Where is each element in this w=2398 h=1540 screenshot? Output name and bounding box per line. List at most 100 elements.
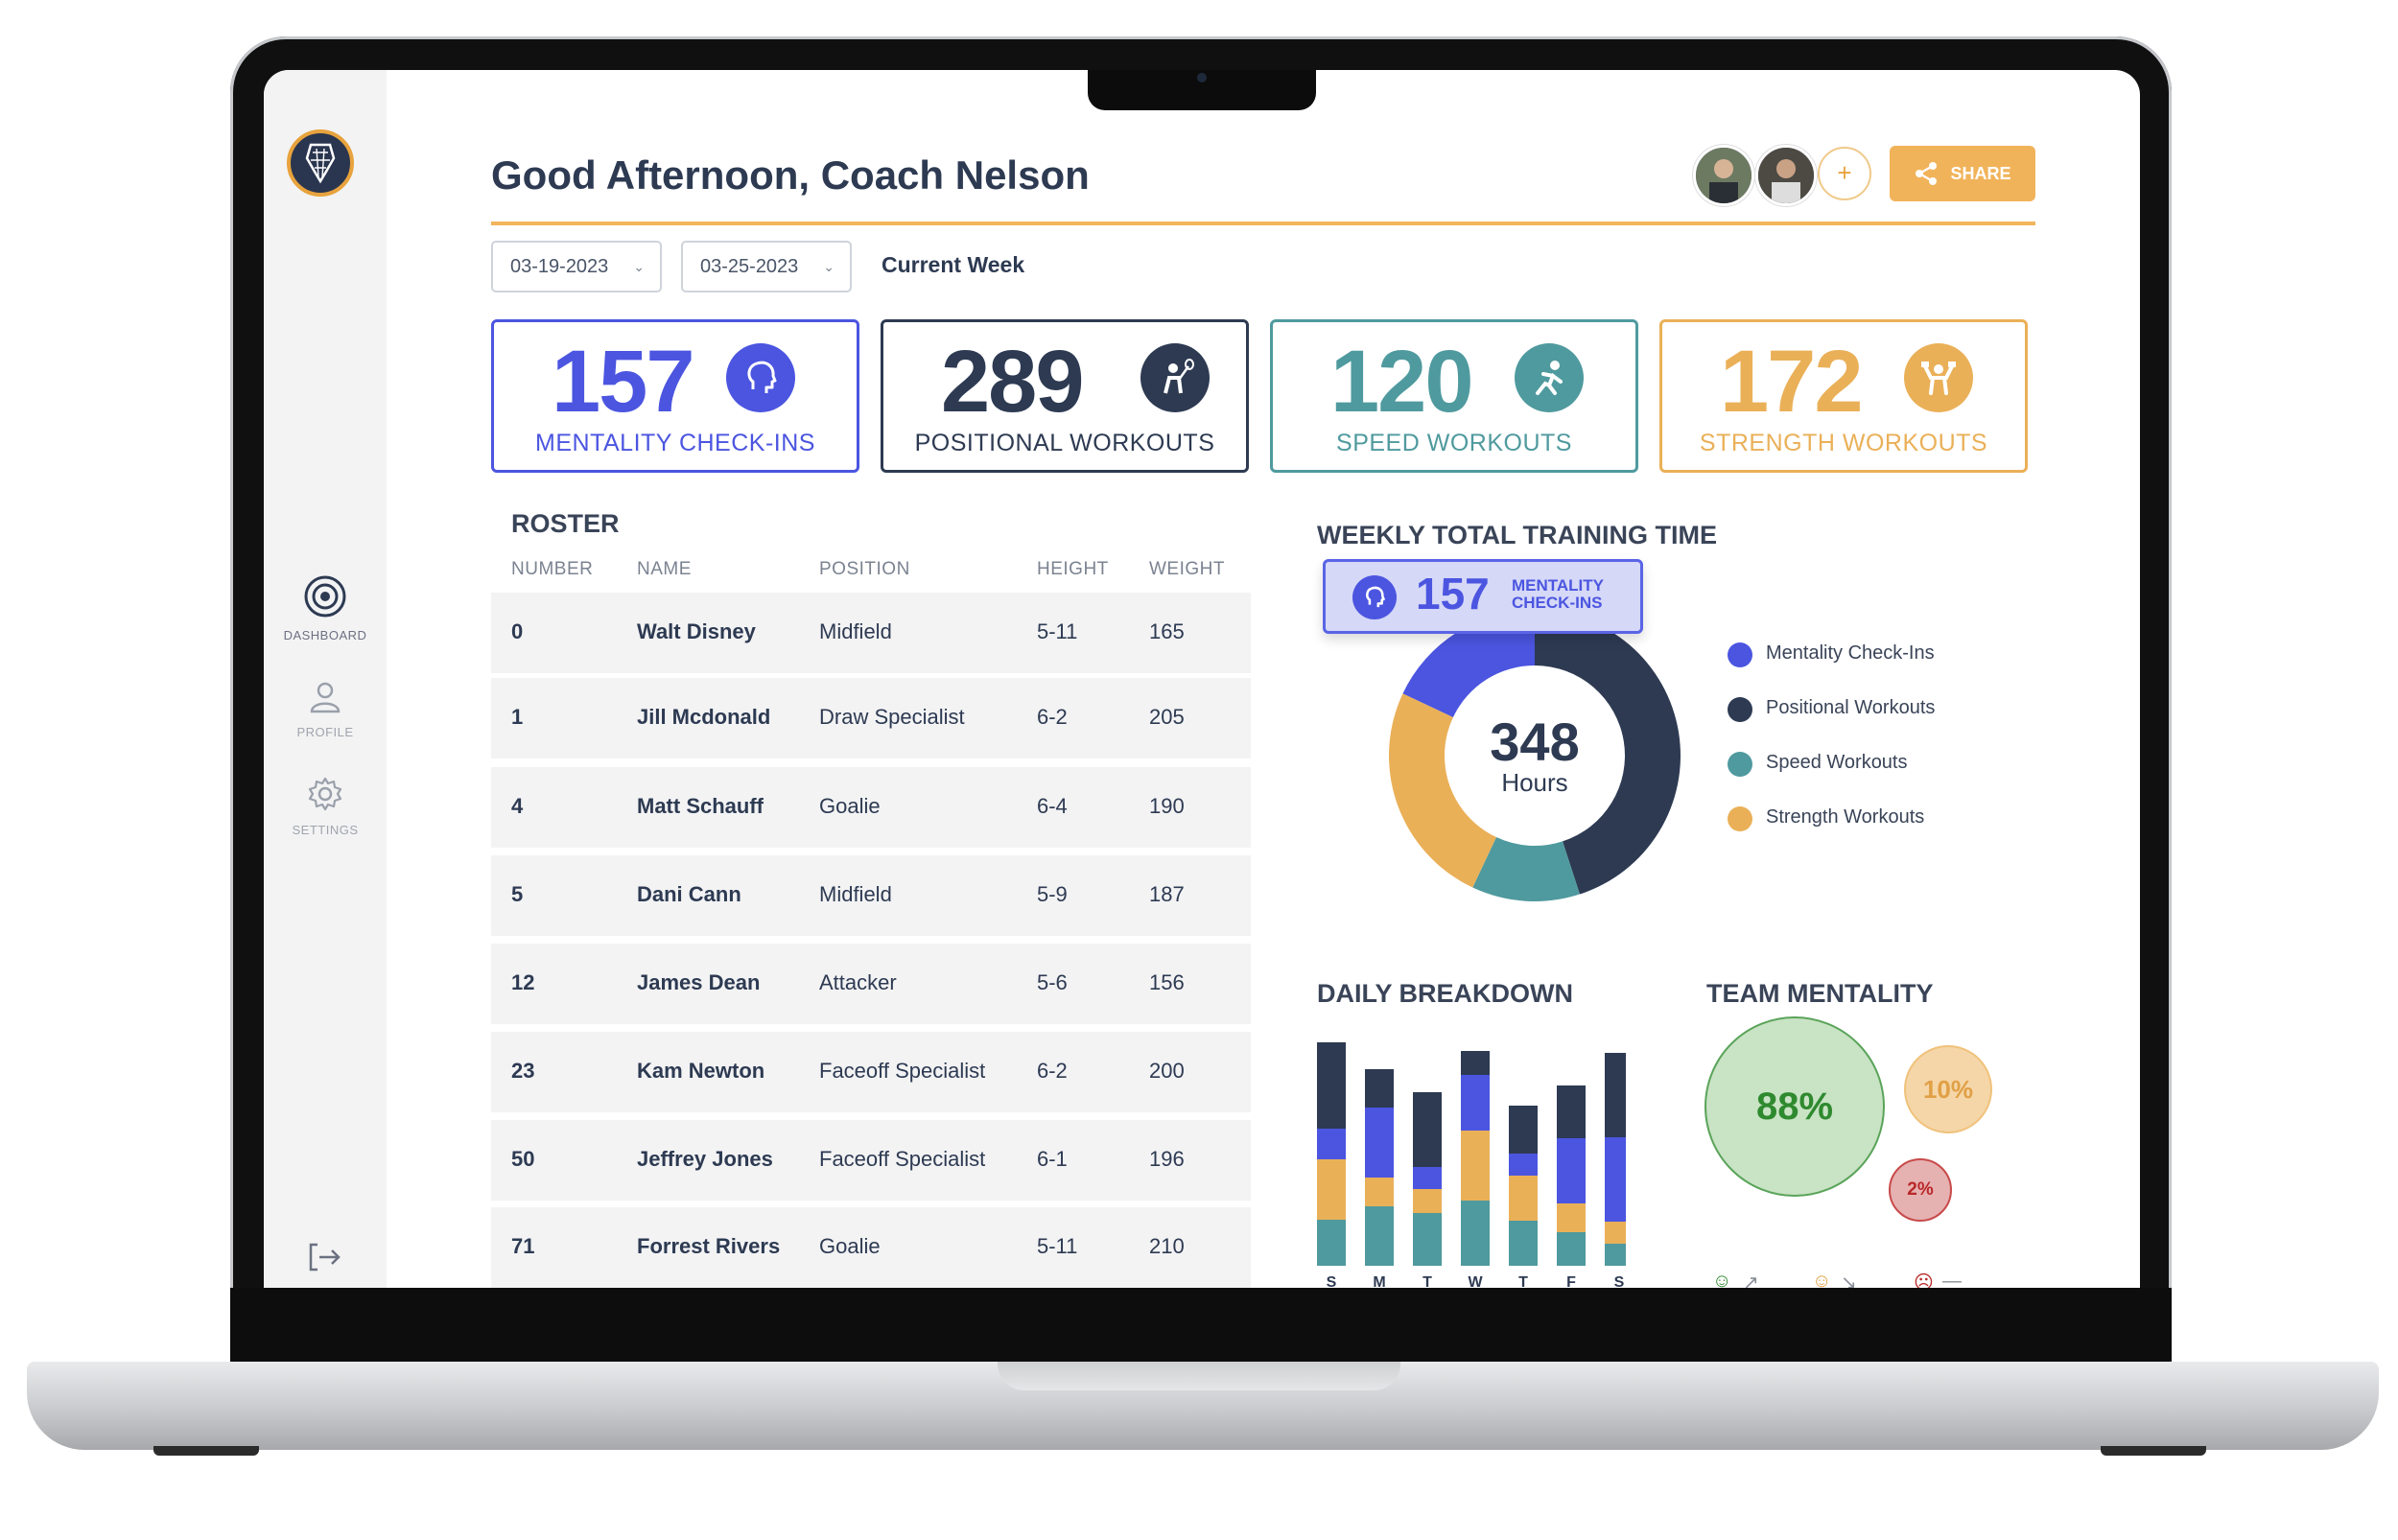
mentality-bubble-positive[interactable]: 88% <box>1704 1016 1885 1197</box>
daily-chart-title: DAILY BREAKDOWN <box>1317 979 1574 1008</box>
table-row[interactable]: 12 James Dean Attacker 5-6 156 <box>491 944 1251 1024</box>
bar-segment-mentality-check-ins[interactable] <box>1509 1154 1538 1176</box>
stat-label: SPEED WORKOUTS <box>1336 430 1572 456</box>
bar-segment-positional-workouts[interactable] <box>1461 1051 1490 1075</box>
sidebar-item-dashboard[interactable]: DASHBOARD <box>264 575 387 642</box>
table-cell-position: Faceoff Specialist <box>819 1059 986 1083</box>
table-cell-name: Jeffrey Jones <box>637 1147 773 1171</box>
bar-segment-speed-workouts[interactable] <box>1557 1232 1586 1266</box>
bar-segment-positional-workouts[interactable] <box>1605 1053 1626 1137</box>
bar-segment-mentality-check-ins[interactable] <box>1557 1138 1586 1203</box>
column-header-position[interactable]: POSITION <box>819 559 910 579</box>
table-cell-number: 1 <box>511 705 524 729</box>
bar-segment-positional-workouts[interactable] <box>1557 1085 1586 1138</box>
weightlifter-icon <box>1728 806 1752 831</box>
table-cell-position: Attacker <box>819 970 897 994</box>
gear-icon <box>308 777 342 811</box>
tooltip-label-line: CHECK-INS <box>1512 594 1603 612</box>
roster-title: ROSTER <box>511 509 620 538</box>
column-header-height[interactable]: HEIGHT <box>1037 559 1109 579</box>
table-cell-weight: 196 <box>1149 1147 1185 1171</box>
table-row[interactable]: 0 Walt Disney Midfield 5-11 165 <box>491 593 1251 673</box>
bar-segment-speed-workouts[interactable] <box>1509 1221 1538 1266</box>
bar-segment-positional-workouts[interactable] <box>1413 1092 1442 1167</box>
bar-segment-strength-workouts[interactable] <box>1461 1131 1490 1201</box>
stat-card-speed[interactable]: 120 SPEED WORKOUTS <box>1270 319 1638 473</box>
table-row[interactable]: 4 Matt Schauff Goalie 6-4 190 <box>491 767 1251 848</box>
bar-segment-positional-workouts[interactable] <box>1317 1042 1346 1129</box>
table-cell-position: Midfield <box>819 619 892 643</box>
bar-segment-speed-workouts[interactable] <box>1461 1201 1490 1266</box>
stat-card-mentality[interactable]: 157 MENTALITY CHECK-INS <box>491 319 859 473</box>
app-logo[interactable] <box>287 129 354 197</box>
donut-slice-strength-workouts[interactable] <box>1389 693 1496 888</box>
start-date-select[interactable]: 03-19-2023 ⌄ <box>491 241 662 292</box>
table-cell-name: Kam Newton <box>637 1059 765 1083</box>
chevron-down-icon: ⌄ <box>823 259 835 274</box>
bar-segment-positional-workouts[interactable] <box>1365 1069 1394 1108</box>
head-icon <box>1728 642 1752 667</box>
stat-value: 289 <box>941 333 1084 431</box>
share-button[interactable]: SHARE <box>1890 146 2035 201</box>
mentality-bubble-negative[interactable]: 2% <box>1889 1158 1952 1222</box>
bar-segment-strength-workouts[interactable] <box>1365 1178 1394 1206</box>
bar-segment-strength-workouts[interactable] <box>1509 1176 1538 1221</box>
donut-tooltip: 157 MENTALITY CHECK-INS <box>1323 559 1643 634</box>
table-cell-weight: 200 <box>1149 1059 1185 1083</box>
x-tick-label: F <box>1566 1274 1576 1288</box>
avatar[interactable] <box>1693 145 1754 206</box>
donut-slice-positional-workouts[interactable] <box>1535 610 1681 895</box>
trend-up-icon: ↗ <box>1743 1272 1759 1288</box>
table-cell-number: 50 <box>511 1147 535 1171</box>
app-screen: DASHBOARD PROFILE SETTINGS Good Afternoo… <box>264 70 2140 1288</box>
donut-unit: Hours <box>1501 768 1568 797</box>
bar-segment-strength-workouts[interactable] <box>1557 1203 1586 1232</box>
happy-face-icon: ☺ <box>1712 1271 1732 1288</box>
table-cell-height: 6-1 <box>1037 1147 1068 1171</box>
column-header-weight[interactable]: WEIGHT <box>1149 559 1225 579</box>
stat-card-positional[interactable]: 289 POSITIONAL WORKOUTS <box>881 319 1249 473</box>
donut-slice-mentality-check-ins[interactable] <box>1402 610 1535 717</box>
table-cell-name: Matt Schauff <box>637 794 764 818</box>
bar-segment-speed-workouts[interactable] <box>1317 1220 1346 1266</box>
column-header-number[interactable]: NUMBER <box>511 559 594 579</box>
table-cell-position: Midfield <box>819 882 892 906</box>
end-date-select[interactable]: 03-25-2023 ⌄ <box>681 241 852 292</box>
table-cell-name: Walt Disney <box>637 619 756 643</box>
dashboard-icon <box>304 575 346 618</box>
add-member-button[interactable]: + <box>1818 147 1871 200</box>
column-header-name[interactable]: NAME <box>637 559 692 579</box>
table-cell-number: 23 <box>511 1059 535 1083</box>
mentality-bubble-neutral[interactable]: 10% <box>1904 1045 1992 1133</box>
table-row[interactable]: 23 Kam Newton Faceoff Specialist 6-2 200 <box>491 1032 1251 1112</box>
head-icon <box>1352 575 1397 619</box>
bar-segment-mentality-check-ins[interactable] <box>1413 1167 1442 1189</box>
bar-segment-mentality-check-ins[interactable] <box>1605 1137 1626 1222</box>
sidebar-item-profile[interactable]: PROFILE <box>264 680 387 739</box>
bar-segment-strength-workouts[interactable] <box>1605 1222 1626 1244</box>
stat-value: 172 <box>1720 333 1863 431</box>
sidebar-item-settings[interactable]: SETTINGS <box>264 776 387 837</box>
bar-segment-positional-workouts[interactable] <box>1509 1106 1538 1154</box>
bar-segment-strength-workouts[interactable] <box>1317 1159 1346 1220</box>
table-row[interactable]: 5 Dani Cann Midfield 5-9 187 <box>491 855 1251 936</box>
table-row[interactable]: 71 Forrest Rivers Goalie 5-11 210 <box>491 1207 1251 1288</box>
table-cell-name: Dani Cann <box>637 882 741 906</box>
bar-segment-strength-workouts[interactable] <box>1413 1189 1442 1213</box>
tooltip-value: 157 <box>1416 569 1490 618</box>
bar-segment-mentality-check-ins[interactable] <box>1365 1108 1394 1178</box>
bar-segment-speed-workouts[interactable] <box>1605 1244 1626 1266</box>
bar-segment-speed-workouts[interactable] <box>1365 1206 1394 1266</box>
bar-segment-speed-workouts[interactable] <box>1413 1213 1442 1266</box>
bar-segment-mentality-check-ins[interactable] <box>1461 1075 1490 1131</box>
donut-slice-speed-workouts[interactable] <box>1472 837 1580 901</box>
logout-icon[interactable] <box>308 1242 342 1272</box>
stat-card-strength[interactable]: 172 STRENGTH WORKOUTS <box>1659 319 2028 473</box>
table-cell-height: 5-11 <box>1037 619 1078 643</box>
avatar[interactable] <box>1755 145 1817 206</box>
bar-segment-mentality-check-ins[interactable] <box>1317 1129 1346 1159</box>
table-row[interactable]: 50 Jeffrey Jones Faceoff Specialist 6-1 196 <box>491 1120 1251 1201</box>
page-title: Good Afternoon, Coach Nelson <box>491 152 1090 198</box>
table-row[interactable]: 1 Jill Mcdonald Draw Specialist 6-2 205 <box>491 678 1251 758</box>
